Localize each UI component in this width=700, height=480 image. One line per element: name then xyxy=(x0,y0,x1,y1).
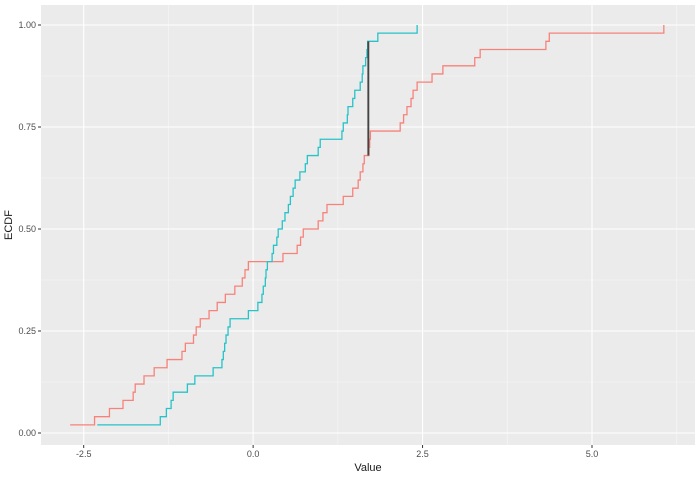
y-tick-label: 0.75 xyxy=(18,122,36,132)
axis-tick-labels: -2.5 0.0 2.5 5.0 0.00 0.25 0.50 0.75 1.00 xyxy=(18,20,598,459)
x-tick-label: -2.5 xyxy=(76,449,92,459)
x-tick-label: 5.0 xyxy=(586,449,599,459)
ecdf-step-curves xyxy=(70,25,665,426)
axis-tick-marks xyxy=(38,24,593,448)
y-axis-title: ECDF xyxy=(3,210,15,240)
x-axis-title: Value xyxy=(354,462,381,474)
ecdf-curve-sample-cyan xyxy=(97,25,418,426)
y-tick-label: 0.50 xyxy=(18,224,36,234)
x-tick-label: 0.0 xyxy=(247,449,260,459)
y-tick-label: 0.00 xyxy=(18,428,36,438)
y-tick-label: 0.25 xyxy=(18,326,36,336)
y-tick-label: 1.00 xyxy=(18,20,36,30)
gridlines-major xyxy=(41,5,695,445)
gridlines-minor xyxy=(41,5,695,445)
ecdf-curve-sample-red xyxy=(70,25,665,426)
x-tick-label: 2.5 xyxy=(416,449,429,459)
